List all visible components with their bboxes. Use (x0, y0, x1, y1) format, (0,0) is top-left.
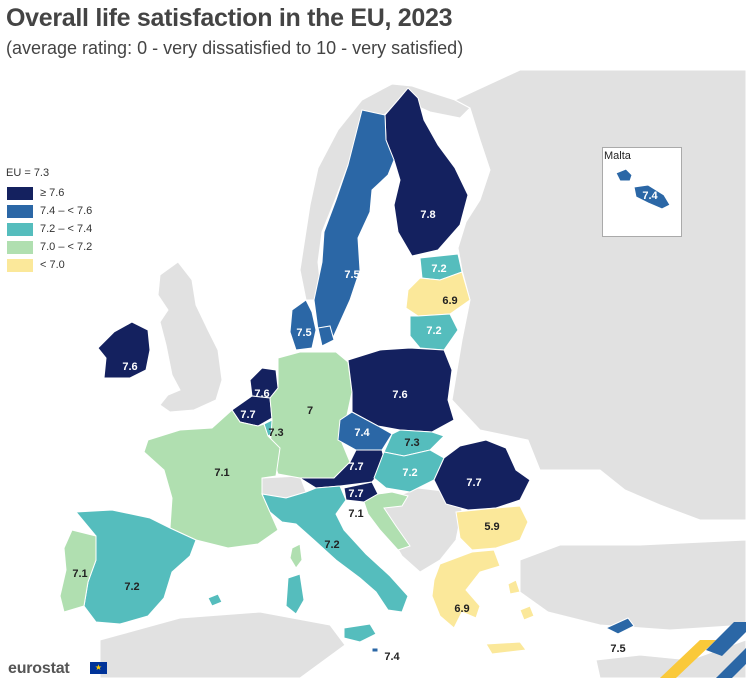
country-italy-sardinia[interactable] (285, 573, 305, 615)
eurostat-logo: eurostat (8, 660, 70, 677)
legend-row: < 7.0 (6, 256, 92, 274)
label-czechia: 7.4 (354, 427, 370, 439)
label-greece: 6.9 (454, 603, 469, 615)
label-germany: 7 (307, 405, 313, 417)
legend-row: 7.2 – < 7.4 (6, 220, 92, 238)
eu-countries (59, 87, 635, 655)
country-denmark-islands[interactable] (317, 325, 335, 347)
legend-swatch (6, 221, 34, 237)
label-malta-main: 7.4 (384, 651, 400, 663)
country-france[interactable] (143, 409, 281, 549)
label-netherlands: 7.6 (254, 388, 269, 400)
label-ireland: 7.6 (122, 361, 137, 373)
country-france-corsica[interactable] (289, 543, 303, 569)
malta-inset-map: 7.4 (615, 168, 671, 210)
legend-label: 7.2 – < 7.4 (40, 223, 93, 235)
legend: EU = 7.3 ≥ 7.6 7.4 – < 7.6 7.2 – < 7.4 7… (6, 167, 92, 274)
country-latvia[interactable] (405, 271, 471, 317)
label-romania: 7.7 (466, 477, 481, 489)
country-cyprus[interactable] (604, 617, 635, 635)
country-greece-crete[interactable] (485, 641, 527, 655)
map-subtitle: (average rating: 0 - very dissatisfied t… (6, 38, 464, 58)
label-hungary: 7.2 (402, 467, 417, 479)
label-poland: 7.6 (392, 389, 407, 401)
label-finland: 7.8 (420, 209, 435, 221)
label-slovakia: 7.3 (404, 437, 419, 449)
label-slovenia: 7.7 (348, 488, 363, 500)
label-croatia: 7.1 (348, 508, 363, 520)
country-italy-sicily[interactable] (343, 623, 377, 643)
eu-flag-icon: ★ (90, 662, 107, 674)
label-estonia: 7.2 (431, 263, 446, 275)
country-malta[interactable] (615, 168, 671, 210)
country-lithuania[interactable] (409, 313, 459, 351)
legend-label: 7.0 – < 7.2 (40, 241, 93, 253)
legend-label: < 7.0 (40, 259, 65, 271)
legend-swatch (6, 203, 34, 219)
label-portugal: 7.1 (72, 568, 87, 580)
country-portugal[interactable] (59, 529, 97, 613)
country-bulgaria[interactable] (455, 505, 529, 551)
legend-row: ≥ 7.6 (6, 184, 92, 202)
map-title: Overall life satisfaction in the EU, 202… (6, 4, 453, 32)
legend-row: 7.0 – < 7.2 (6, 238, 92, 256)
country-ireland[interactable] (97, 321, 151, 379)
label-austria: 7.7 (348, 461, 363, 473)
label-latvia: 6.9 (442, 295, 457, 307)
label-luxembourg: 7.3 (268, 427, 283, 439)
country-czechia[interactable] (337, 411, 393, 451)
label-cyprus: 7.5 (610, 643, 625, 655)
label-italy: 7.2 (324, 539, 339, 551)
value-labels: 7.8 7.5 7.2 6.9 7.2 7.5 7.6 7.6 7.7 7.3 … (72, 209, 625, 663)
label-bulgaria: 5.9 (484, 521, 499, 533)
country-finland[interactable] (384, 87, 469, 257)
legend-label: ≥ 7.6 (40, 187, 65, 199)
legend-row: 7.4 – < 7.6 (6, 202, 92, 220)
country-romania[interactable] (433, 439, 531, 511)
country-greece-islands[interactable] (507, 579, 535, 621)
country-italy[interactable] (261, 485, 409, 613)
legend-label: 7.4 – < 7.6 (40, 205, 93, 217)
country-croatia[interactable] (363, 491, 411, 551)
label-spain: 7.2 (124, 581, 139, 593)
decorative-chevrons (660, 622, 746, 678)
country-greece[interactable] (431, 549, 501, 629)
legend-swatch (6, 257, 34, 273)
legend-heading: EU = 7.3 (6, 167, 50, 179)
country-denmark[interactable] (289, 299, 317, 351)
malta-inset-title: Malta (604, 150, 631, 162)
label-belgium: 7.7 (240, 409, 255, 421)
label-malta: 7.4 (642, 190, 658, 202)
label-lithuania: 7.2 (426, 325, 441, 337)
label-sweden: 7.5 (344, 269, 359, 281)
label-denmark: 7.5 (296, 327, 311, 339)
country-sweden[interactable] (313, 109, 395, 341)
label-france: 7.1 (214, 467, 229, 479)
country-malta-main[interactable] (371, 647, 379, 653)
legend-swatch (6, 239, 34, 255)
country-spain-balearics[interactable] (207, 593, 223, 607)
legend-swatch (6, 185, 34, 201)
